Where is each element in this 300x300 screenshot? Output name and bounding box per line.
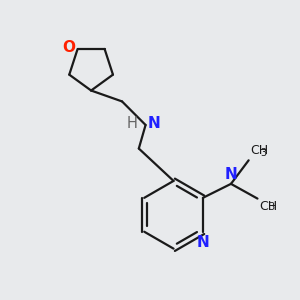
Text: O: O xyxy=(62,40,75,55)
Text: N: N xyxy=(148,116,161,131)
Text: CH: CH xyxy=(259,200,277,213)
Text: 3: 3 xyxy=(260,148,266,158)
Text: CH: CH xyxy=(250,144,268,157)
Text: N: N xyxy=(197,235,210,250)
Text: 3: 3 xyxy=(269,202,275,212)
Text: H: H xyxy=(127,116,137,131)
Text: N: N xyxy=(225,167,237,182)
